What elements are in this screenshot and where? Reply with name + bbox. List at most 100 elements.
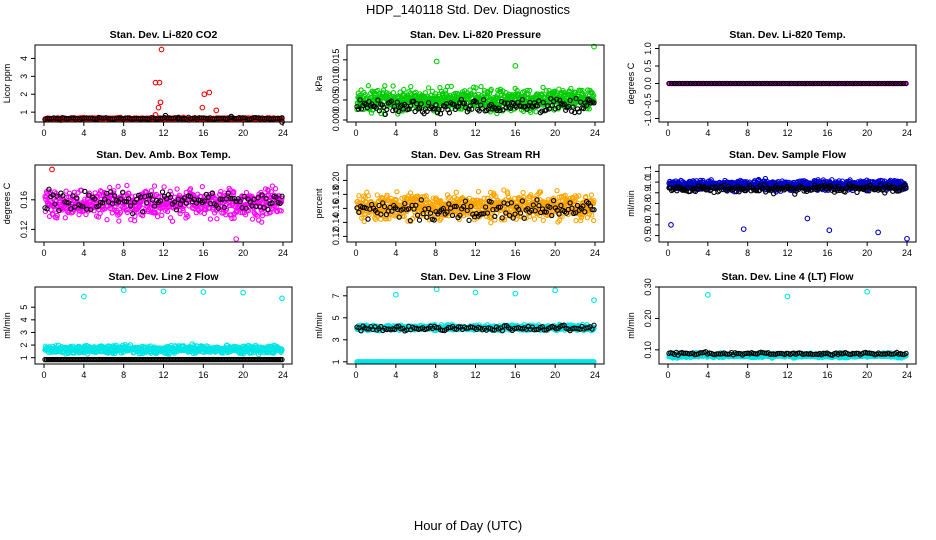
x-tick-label: 0	[353, 248, 358, 258]
data-point	[591, 217, 597, 224]
y-axis-label: ml/min	[626, 190, 636, 217]
data-point	[554, 187, 560, 194]
data-point	[362, 91, 368, 98]
data-point	[396, 108, 402, 115]
data-point	[365, 216, 371, 222]
x-tick-label: 16	[510, 248, 520, 258]
x-tick-label: 8	[121, 248, 126, 258]
data-point	[158, 46, 165, 53]
x-tick-label: 20	[238, 128, 248, 138]
y-axis: -1.0-0.50.00.51.0	[643, 42, 659, 126]
data-point	[586, 106, 592, 112]
x-tick-label: 24	[590, 128, 600, 138]
data-point	[433, 91, 439, 97]
data-point	[446, 110, 453, 116]
x-tick-label: 24	[278, 248, 288, 258]
panel-title: Stan. Dev. Amb. Box Temp.	[96, 149, 231, 161]
data-point	[514, 87, 520, 94]
panel-5: Stan. Dev. Gas Stream RH percent 0 4 8 12 16 20…	[314, 149, 605, 258]
data-point	[740, 226, 747, 233]
y-axis: 0.50.60.70.80.91.01.1	[643, 165, 659, 242]
data-point	[512, 62, 519, 69]
y-tick-label: 0.16	[19, 191, 29, 209]
panel-title: Stan. Dev. Line 2 Flow	[108, 271, 219, 283]
y-tick-label: 0.20	[331, 172, 341, 190]
data-point	[401, 86, 407, 93]
x-tick-label: 8	[121, 128, 126, 138]
x-axis: 0 4 8 12 16 20 24	[665, 122, 912, 138]
data-point	[207, 216, 214, 222]
x-axis: 0 4 8 12 16 20 24	[353, 242, 600, 258]
data-point	[92, 116, 98, 122]
x-tick-label: 24	[278, 128, 288, 138]
y-axis: 0.120.16	[19, 191, 35, 238]
data-point	[425, 85, 432, 91]
x-tick-label: 24	[902, 128, 912, 138]
data-point	[382, 83, 388, 89]
x-tick-label: 0	[41, 128, 46, 138]
x-tick-label: 0	[353, 128, 358, 138]
data-point	[49, 166, 55, 173]
y-tick-label: 0.5	[643, 60, 653, 73]
x-tick-label: 4	[81, 248, 86, 258]
data-point	[355, 106, 362, 112]
panel-title: Stan. Dev. Li-820 CO2	[110, 29, 218, 41]
panel-title: Stan. Dev. Sample Flow	[729, 149, 847, 161]
data-point	[124, 182, 130, 189]
data-point	[412, 92, 419, 99]
x-tick-label: 0	[665, 128, 670, 138]
y-axis-label: degrees C	[2, 182, 12, 224]
data-point	[374, 192, 380, 198]
data-point	[154, 213, 161, 220]
x-tick-label: 16	[822, 248, 832, 258]
data-point	[433, 102, 439, 108]
x-tick-label: 20	[550, 128, 560, 138]
data-point	[488, 220, 494, 226]
data-point	[521, 88, 528, 94]
y-tick-label: 1	[19, 110, 29, 115]
y-tick-label: 3	[19, 74, 29, 79]
plot-frame	[34, 44, 293, 123]
data-point	[152, 79, 159, 86]
data-point	[384, 106, 390, 113]
y-tick-label: 1.1	[643, 165, 653, 178]
x-tick-label: 20	[862, 248, 872, 258]
data-point	[478, 83, 484, 90]
data-point	[429, 88, 435, 94]
data-point	[533, 109, 539, 115]
data-point	[394, 99, 400, 105]
data-point	[115, 183, 121, 189]
x-axis: 0 4 8 12 16 20 24	[41, 242, 288, 258]
x-tick-label: 16	[510, 128, 520, 138]
data-point	[201, 91, 208, 98]
x-tick-label: 8	[433, 248, 438, 258]
data-point	[408, 103, 414, 109]
data-point	[422, 90, 428, 96]
data-point	[373, 105, 380, 111]
x-tick-label: 16	[198, 248, 208, 258]
data-points	[354, 43, 597, 118]
data-point	[169, 218, 176, 224]
x-tick-label: 8	[745, 128, 750, 138]
y-axis-label: percent	[314, 188, 324, 219]
data-point	[494, 110, 500, 117]
data-point	[240, 115, 246, 121]
data-point	[259, 213, 266, 219]
panel-title: Stan. Dev. Gas Stream RH	[411, 149, 540, 161]
data-point	[162, 112, 169, 119]
data-point	[159, 212, 165, 219]
data-point	[540, 84, 546, 91]
data-point	[376, 108, 383, 114]
data-point	[199, 183, 206, 190]
x-axis: 0 4 8 12 16 20 24	[353, 122, 600, 138]
panel-3: Stan. Dev. Li-820 Temp.degrees C0 4 8 12 16 2…	[626, 29, 917, 138]
data-point	[543, 88, 549, 94]
data-point	[156, 79, 163, 86]
y-axis-label: degrees C	[626, 62, 636, 104]
data-point	[563, 92, 569, 98]
